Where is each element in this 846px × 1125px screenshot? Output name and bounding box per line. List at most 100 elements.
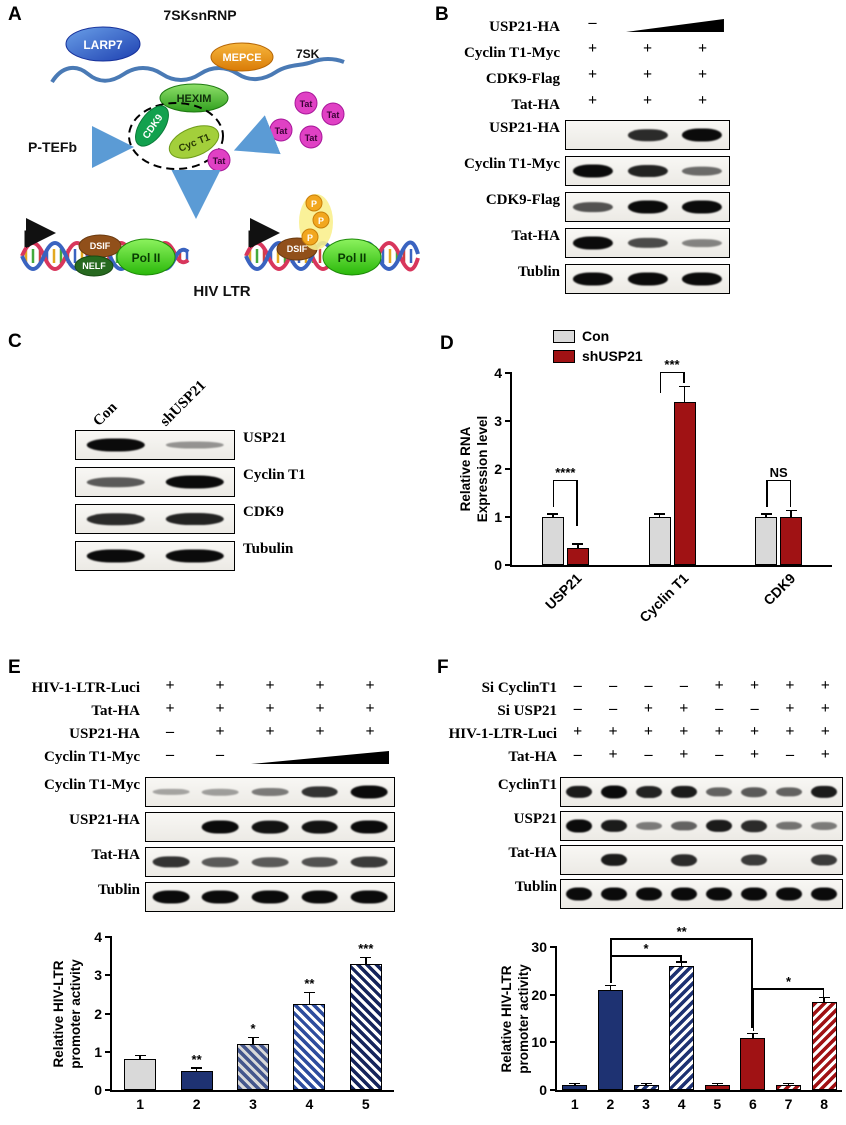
condition-lanes: –	[565, 14, 730, 40]
x-tick-label: 4	[305, 1096, 314, 1112]
condition-label: HIV-1-LTR-Luci	[448, 726, 557, 742]
protein-band	[251, 787, 289, 797]
error-bar-cap	[572, 543, 584, 545]
hiv-ltr-activity-chart-e: 0 1 2 3 4 Relative HIV-LTR promoter activity 1 *…	[51, 929, 394, 1112]
condition-label: Tat-HA	[508, 749, 557, 765]
y-tick	[105, 1050, 112, 1053]
mepce-label: MEPCE	[222, 52, 261, 64]
plus-symbol: +	[365, 723, 375, 740]
blot-row: CDK9-Flag	[435, 192, 846, 222]
blot-box	[565, 228, 730, 258]
bar	[541, 517, 564, 565]
tat-label: Tat	[327, 110, 340, 120]
plus-symbol: +	[315, 677, 325, 694]
blot-row: USP21	[435, 811, 846, 841]
protein-band	[681, 200, 722, 214]
y-tick-label: 4	[494, 365, 502, 381]
x-tick-label: 3	[249, 1096, 257, 1112]
blot-label: Cyclin T1	[243, 467, 306, 483]
y-tick	[550, 1041, 557, 1044]
blot-box	[75, 467, 235, 497]
titration-wedge	[625, 19, 724, 32]
x-tick-label: 5	[361, 1096, 370, 1112]
protein-band	[811, 821, 838, 831]
protein-band	[776, 821, 803, 831]
y-tick-label: 0	[494, 557, 502, 573]
significance-bracket	[610, 955, 682, 957]
condition-lanes: + + +	[565, 92, 730, 118]
plus-symbol: +	[587, 66, 598, 83]
plus-symbol: +	[608, 723, 618, 740]
error-bar	[552, 514, 554, 517]
larp7-protein	[65, 26, 141, 62]
panel-label-a: A	[8, 4, 22, 25]
bar	[566, 548, 589, 565]
minus-symbol: –	[216, 746, 224, 763]
condition-label: Cyclin T1-Myc	[464, 45, 560, 61]
protein-band	[635, 821, 662, 831]
protein-band	[706, 819, 733, 833]
x-tick-label: 3	[642, 1096, 650, 1112]
protein-band	[681, 239, 722, 247]
significance-label: **	[304, 976, 315, 992]
protein-band	[635, 887, 662, 901]
legend-item-con: Con	[553, 327, 643, 345]
significance-label: *	[250, 1021, 256, 1037]
blot-box	[560, 811, 843, 841]
blot-box	[565, 156, 730, 186]
bar	[740, 1037, 766, 1090]
error-bar-cap	[604, 984, 616, 987]
blot-label: Tubulin	[243, 541, 294, 557]
protein-band	[670, 887, 697, 901]
protein-band	[741, 854, 768, 866]
blot-row: Tat-HA	[0, 847, 435, 877]
plus-symbol: +	[265, 723, 275, 740]
plus-symbol: +	[679, 700, 689, 717]
y-tick-label: 4	[94, 929, 102, 945]
condition-lanes: + + + + +	[145, 677, 395, 700]
minus-symbol: –	[573, 677, 582, 694]
condition-row: HIV-1-LTR-Luci + + + + + + + +	[435, 723, 846, 746]
y-tick-label: 0	[94, 1082, 102, 1098]
plus-symbol: +	[215, 700, 225, 717]
panel-label-d: D	[440, 333, 454, 354]
blot-row: Cyclin T1	[0, 467, 435, 497]
condition-row: HIV-1-LTR-Luci + + + + +	[0, 677, 435, 700]
significance-bracket	[752, 988, 825, 990]
significance-bracket	[610, 938, 753, 940]
panel-label-b: B	[435, 4, 449, 25]
protein-band	[776, 787, 803, 797]
plus-symbol: +	[608, 746, 618, 763]
protein-band	[202, 820, 239, 834]
error-bar	[680, 962, 683, 967]
bracket-end	[659, 373, 661, 393]
significance-label: *	[786, 973, 792, 989]
plus-symbol: +	[679, 723, 689, 740]
polii-protein	[116, 238, 176, 276]
y-tick-label: 30	[531, 939, 547, 955]
protein-band	[301, 857, 338, 867]
error-bar	[765, 514, 767, 517]
significance-label: NS	[769, 465, 788, 480]
minus-symbol: –	[609, 700, 618, 717]
plus-symbol: +	[750, 746, 760, 763]
minus-symbol: –	[609, 677, 618, 694]
blot-box	[145, 882, 395, 912]
plus-symbol: +	[820, 723, 830, 740]
error-bar-cap	[760, 513, 772, 515]
condition-row: USP21-HA –	[435, 14, 846, 40]
bar	[704, 1085, 730, 1090]
phosphate-icon	[312, 211, 330, 229]
bar	[349, 963, 382, 1090]
condition-row: USP21-HA – + + + +	[0, 723, 435, 746]
protein-band	[741, 820, 768, 832]
plus-symbol: +	[642, 66, 653, 83]
panel-f: F Si CyclinT1– – – – + + + + Si USP21– – + + – – + + HIV…	[435, 655, 846, 1125]
condition-lanes: – –	[145, 746, 395, 769]
blot-label: Tublin	[515, 879, 557, 895]
bar	[811, 1001, 837, 1090]
x-category-label: Cyclin T1	[635, 570, 692, 626]
protein-band	[573, 164, 614, 178]
bar	[648, 517, 671, 565]
